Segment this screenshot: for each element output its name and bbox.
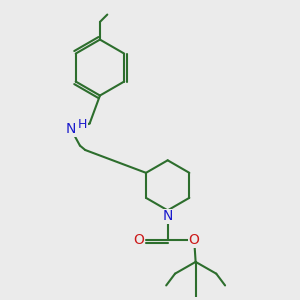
- Text: N: N: [163, 209, 173, 223]
- Text: N: N: [66, 122, 76, 136]
- Text: O: O: [134, 233, 145, 247]
- Text: O: O: [189, 233, 200, 247]
- Text: H: H: [78, 118, 87, 131]
